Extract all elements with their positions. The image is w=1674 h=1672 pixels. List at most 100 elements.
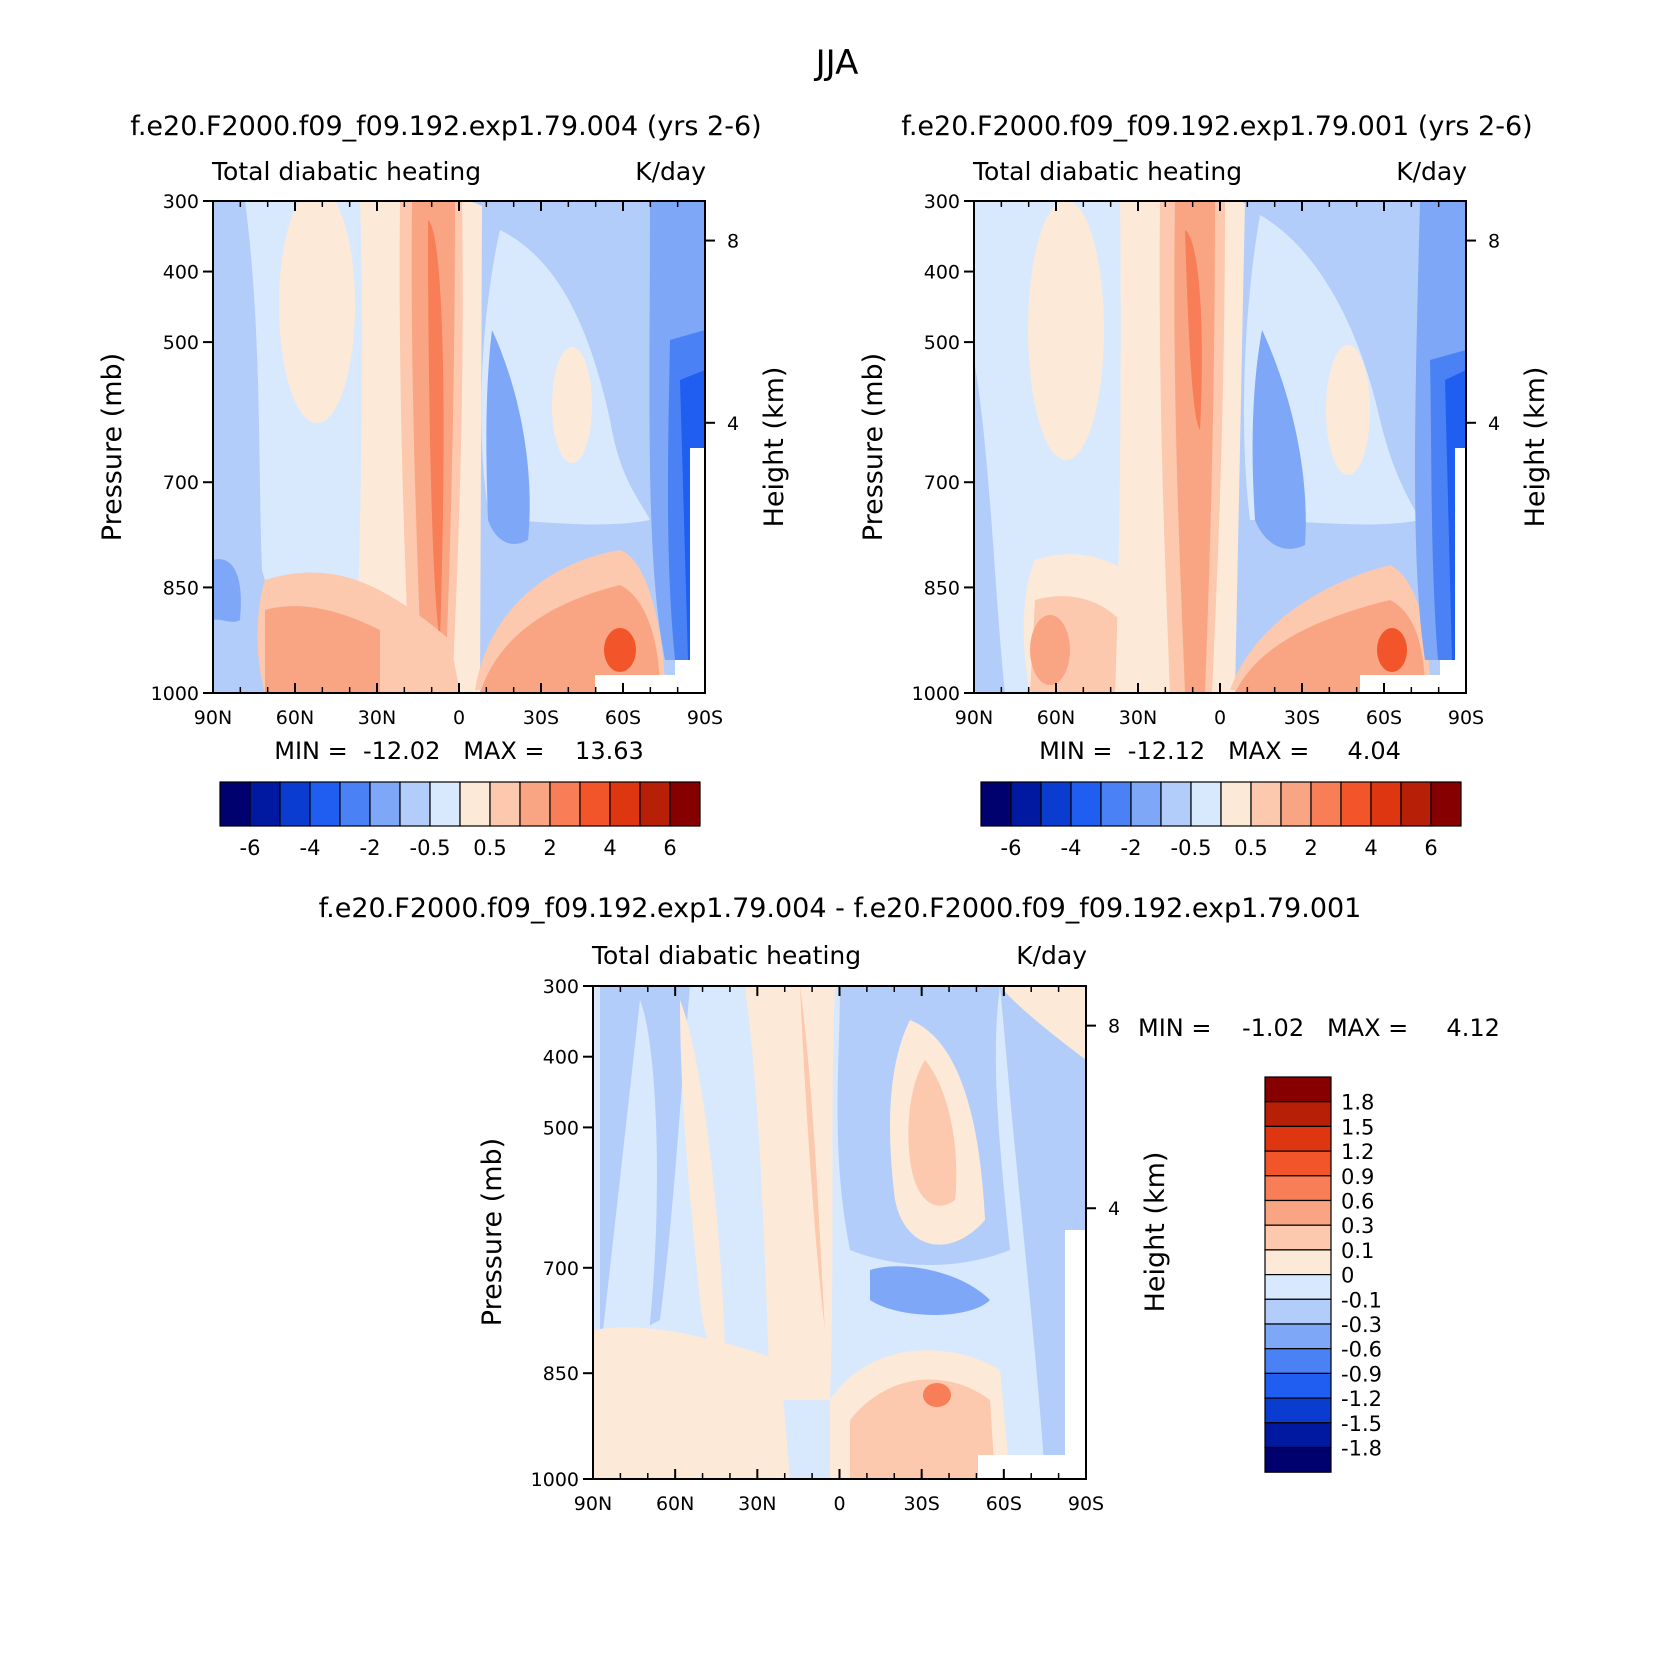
colorbar-swatch bbox=[609, 781, 641, 827]
colorbar-label: 0.6 bbox=[1341, 1190, 1374, 1214]
colorbar: 1.81.51.20.90.60.30.10-0.1-0.3-0.6-0.9-1… bbox=[1264, 1076, 1382, 1473]
x-tick-label: 60S bbox=[986, 1493, 1022, 1515]
colorbar-swatch bbox=[459, 781, 491, 827]
colorbar-label: 1.2 bbox=[1341, 1140, 1374, 1164]
colorbar-swatch bbox=[1400, 781, 1432, 827]
y-tick-label: 500 bbox=[163, 332, 199, 354]
colorbar-swatch bbox=[489, 781, 521, 827]
y-axis-right-label: Height (km) bbox=[1520, 367, 1551, 528]
y-axis: 300 400 500 700 850 1000 bbox=[912, 191, 974, 705]
colorbar-label: 1.5 bbox=[1341, 1115, 1374, 1139]
y-tick-label: 700 bbox=[163, 472, 199, 494]
y-right-tick-label: 4 bbox=[727, 413, 739, 435]
x-tick-label: 90N bbox=[955, 707, 993, 729]
y-axis: 300 400 500 700 850 1000 bbox=[531, 976, 593, 1491]
contour-field bbox=[213, 201, 705, 693]
contour-field bbox=[593, 986, 1086, 1479]
x-tick-label: 30S bbox=[1284, 707, 1320, 729]
colorbar-swatch bbox=[1264, 1422, 1332, 1449]
y-tick-label: 400 bbox=[924, 262, 960, 284]
colorbar-swatch bbox=[1264, 1372, 1332, 1399]
colorbar: -6 -4 -2 -0.5 0.5 2 4 6 bbox=[980, 781, 1462, 860]
colorbar-label: 4 bbox=[603, 836, 616, 860]
colorbar-swatch bbox=[1264, 1397, 1332, 1424]
colorbar-swatch bbox=[219, 781, 251, 827]
y-axis: 300 400 500 700 850 1000 bbox=[151, 191, 213, 705]
colorbar-label: -2 bbox=[1121, 836, 1142, 860]
colorbar-label: 0.5 bbox=[1234, 836, 1267, 860]
colorbar-swatch bbox=[279, 781, 311, 827]
panel-title: f.e20.F2000.f09_f09.192.exp1.79.001 (yrs… bbox=[901, 111, 1532, 142]
colorbar-label: 0.9 bbox=[1341, 1165, 1374, 1189]
colorbar-label: -4 bbox=[300, 836, 321, 860]
colorbar-label: -6 bbox=[1001, 836, 1022, 860]
units-label: K/day bbox=[635, 157, 706, 186]
colorbar-swatch bbox=[1264, 1323, 1332, 1350]
y-tick-label: 850 bbox=[543, 1363, 579, 1385]
colorbar-swatch bbox=[1370, 781, 1402, 827]
colorbar-label: -2 bbox=[360, 836, 381, 860]
figure-title: JJA bbox=[814, 43, 859, 83]
x-tick-label: 90S bbox=[1068, 1493, 1104, 1515]
colorbar-label: -1.5 bbox=[1341, 1412, 1382, 1436]
colorbar-swatch bbox=[669, 781, 701, 827]
panel-bottom-difference: f.e20.F2000.f09_f09.192.exp1.79.004 - f.… bbox=[319, 893, 1500, 1515]
colorbar-swatch bbox=[1264, 1076, 1332, 1103]
colorbar-label: 4 bbox=[1364, 836, 1377, 860]
x-tick-label: 0 bbox=[833, 1493, 845, 1515]
colorbar-swatch bbox=[980, 781, 1012, 827]
colorbar-swatch bbox=[519, 781, 551, 827]
y-tick-label: 500 bbox=[543, 1117, 579, 1139]
x-tick-label: 60N bbox=[656, 1493, 694, 1515]
y-axis-right: 84 bbox=[705, 231, 739, 435]
colorbar-swatch bbox=[369, 781, 401, 827]
colorbar-label: -1.8 bbox=[1341, 1437, 1382, 1461]
colorbar-swatch bbox=[1264, 1348, 1332, 1374]
min-max-stats: MIN = -12.12 MAX = 4.04 bbox=[1039, 737, 1401, 765]
y-tick-label: 400 bbox=[163, 262, 199, 284]
x-tick-label: 30S bbox=[904, 1493, 940, 1515]
colorbar-swatch bbox=[429, 781, 461, 827]
colorbar-swatch bbox=[639, 781, 671, 827]
y-tick-label: 400 bbox=[543, 1047, 579, 1069]
colorbar-label: 6 bbox=[1424, 836, 1437, 860]
colorbar-swatch bbox=[1264, 1150, 1332, 1177]
y-axis-label: Pressure (mb) bbox=[477, 1138, 508, 1326]
x-tick-label: 0 bbox=[1214, 707, 1226, 729]
colorbar-swatch bbox=[1160, 781, 1192, 827]
x-tick-label: 0 bbox=[453, 707, 465, 729]
x-tick-label: 90S bbox=[687, 707, 723, 729]
x-tick-label: 90N bbox=[574, 1493, 612, 1515]
panel-title: f.e20.F2000.f09_f09.192.exp1.79.004 - f.… bbox=[319, 893, 1362, 924]
x-tick-label: 60S bbox=[605, 707, 641, 729]
x-axis: 90N 60N 30N 0 30S 60S 90S bbox=[574, 986, 1104, 1515]
colorbar-swatch bbox=[399, 781, 431, 827]
colorbar-label: 0.3 bbox=[1341, 1214, 1374, 1238]
colorbar-label: -4 bbox=[1061, 836, 1082, 860]
y-tick-label: 1000 bbox=[531, 1469, 579, 1491]
y-right-tick-label: 4 bbox=[1108, 1198, 1120, 1220]
y-right-tick-label: 8 bbox=[727, 231, 739, 253]
y-axis-right-label: Height (km) bbox=[1140, 1152, 1171, 1313]
x-tick-label: 30N bbox=[358, 707, 396, 729]
colorbar-label: -0.3 bbox=[1341, 1313, 1382, 1337]
colorbar-swatch bbox=[1070, 781, 1102, 827]
y-tick-label: 700 bbox=[543, 1258, 579, 1280]
colorbar: -6 -4 -2 -0.5 0.5 2 4 6 bbox=[219, 781, 701, 860]
x-tick-label: 30N bbox=[738, 1493, 776, 1515]
colorbar-swatch bbox=[1010, 781, 1042, 827]
min-max-stats: MIN = -1.02 MAX = 4.12 bbox=[1138, 1014, 1500, 1042]
colorbar-swatch bbox=[1264, 1175, 1332, 1202]
units-label: K/day bbox=[1396, 157, 1467, 186]
colorbar-swatch bbox=[579, 781, 611, 827]
y-tick-label: 1000 bbox=[912, 683, 960, 705]
colorbar-swatch bbox=[1264, 1125, 1332, 1152]
colorbar-swatch bbox=[1280, 781, 1312, 827]
colorbar-swatch bbox=[1040, 781, 1072, 827]
min-max-stats: MIN = -12.02 MAX = 13.63 bbox=[274, 737, 644, 765]
colorbar-swatch bbox=[1340, 781, 1372, 827]
colorbar-swatch bbox=[249, 781, 281, 827]
y-axis-right: 84 bbox=[1466, 231, 1500, 435]
y-tick-label: 300 bbox=[163, 191, 199, 213]
y-right-tick-label: 8 bbox=[1108, 1016, 1120, 1038]
